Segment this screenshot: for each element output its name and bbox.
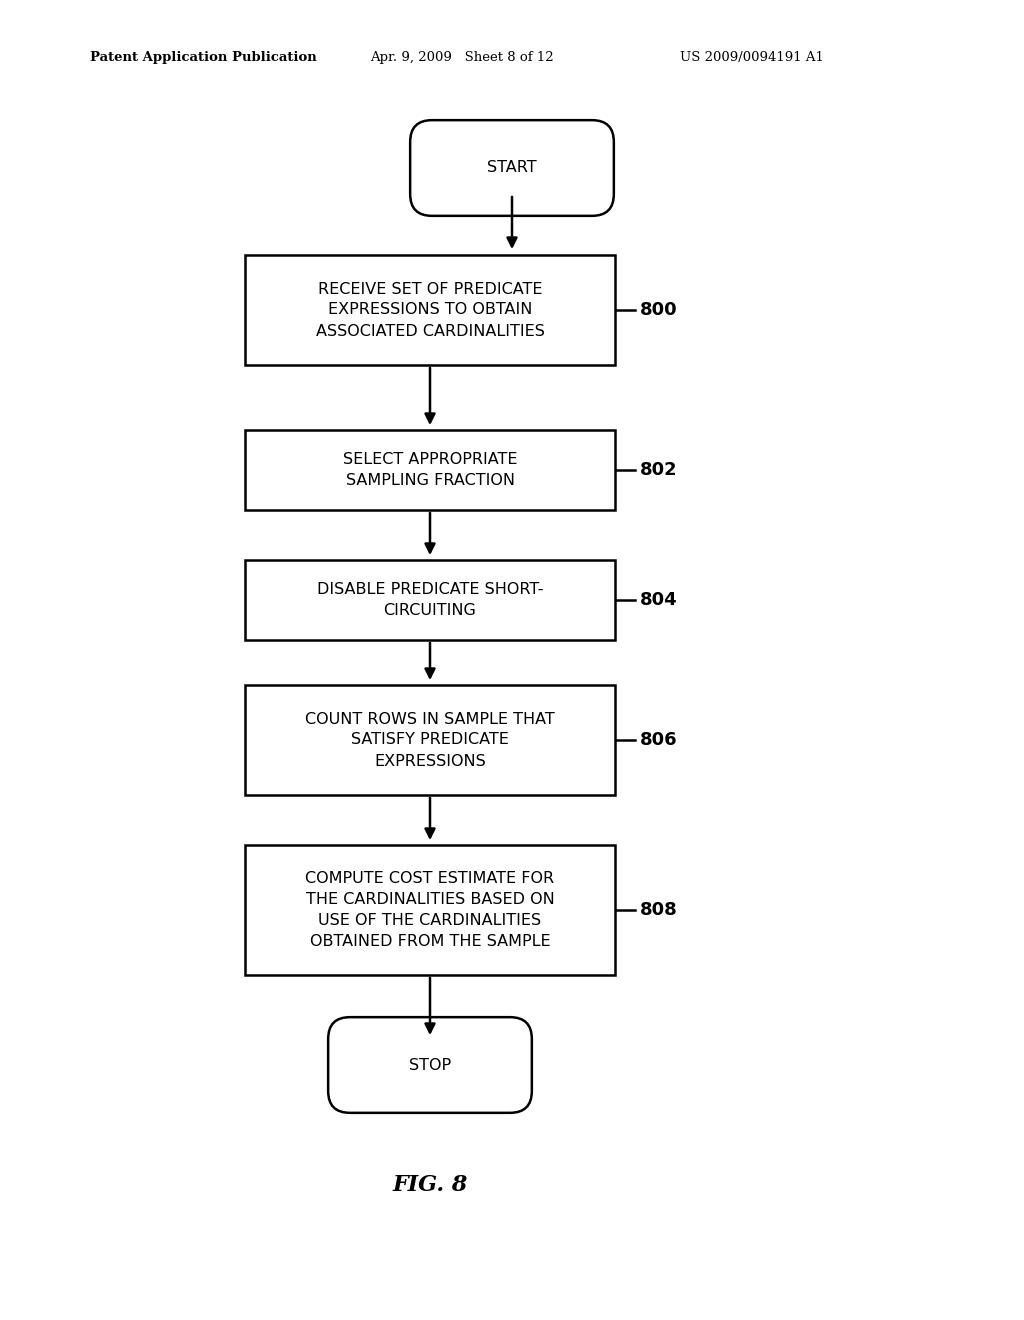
Text: Patent Application Publication: Patent Application Publication [90, 51, 316, 65]
Bar [245, 685, 615, 795]
Text: Apr. 9, 2009   Sheet 8 of 12: Apr. 9, 2009 Sheet 8 of 12 [370, 51, 554, 65]
Text: RECEIVE SET OF PREDICATE
EXPRESSIONS TO OBTAIN
ASSOCIATED CARDINALITIES: RECEIVE SET OF PREDICATE EXPRESSIONS TO … [315, 281, 545, 338]
Text: STOP: STOP [409, 1057, 451, 1072]
Bar [245, 255, 615, 366]
Bar [245, 845, 615, 975]
Text: SELECT APPROPRIATE
SAMPLING FRACTION: SELECT APPROPRIATE SAMPLING FRACTION [343, 451, 517, 488]
Text: DISABLE PREDICATE SHORT-
CIRCUITING: DISABLE PREDICATE SHORT- CIRCUITING [316, 582, 544, 618]
FancyBboxPatch shape [411, 120, 613, 216]
Text: 806: 806 [640, 731, 678, 748]
Text: 804: 804 [640, 591, 678, 609]
FancyBboxPatch shape [328, 1018, 531, 1113]
Text: 800: 800 [640, 301, 678, 319]
Text: COMPUTE COST ESTIMATE FOR
THE CARDINALITIES BASED ON
USE OF THE CARDINALITIES
OB: COMPUTE COST ESTIMATE FOR THE CARDINALIT… [305, 871, 555, 949]
Text: US 2009/0094191 A1: US 2009/0094191 A1 [680, 51, 824, 65]
Text: COUNT ROWS IN SAMPLE THAT
SATISFY PREDICATE
EXPRESSIONS: COUNT ROWS IN SAMPLE THAT SATISFY PREDIC… [305, 711, 555, 768]
Text: FIG. 8: FIG. 8 [392, 1173, 468, 1196]
Text: START: START [487, 161, 537, 176]
Bar [245, 560, 615, 640]
Text: 802: 802 [640, 461, 678, 479]
Bar [245, 430, 615, 510]
Text: 808: 808 [640, 902, 678, 919]
